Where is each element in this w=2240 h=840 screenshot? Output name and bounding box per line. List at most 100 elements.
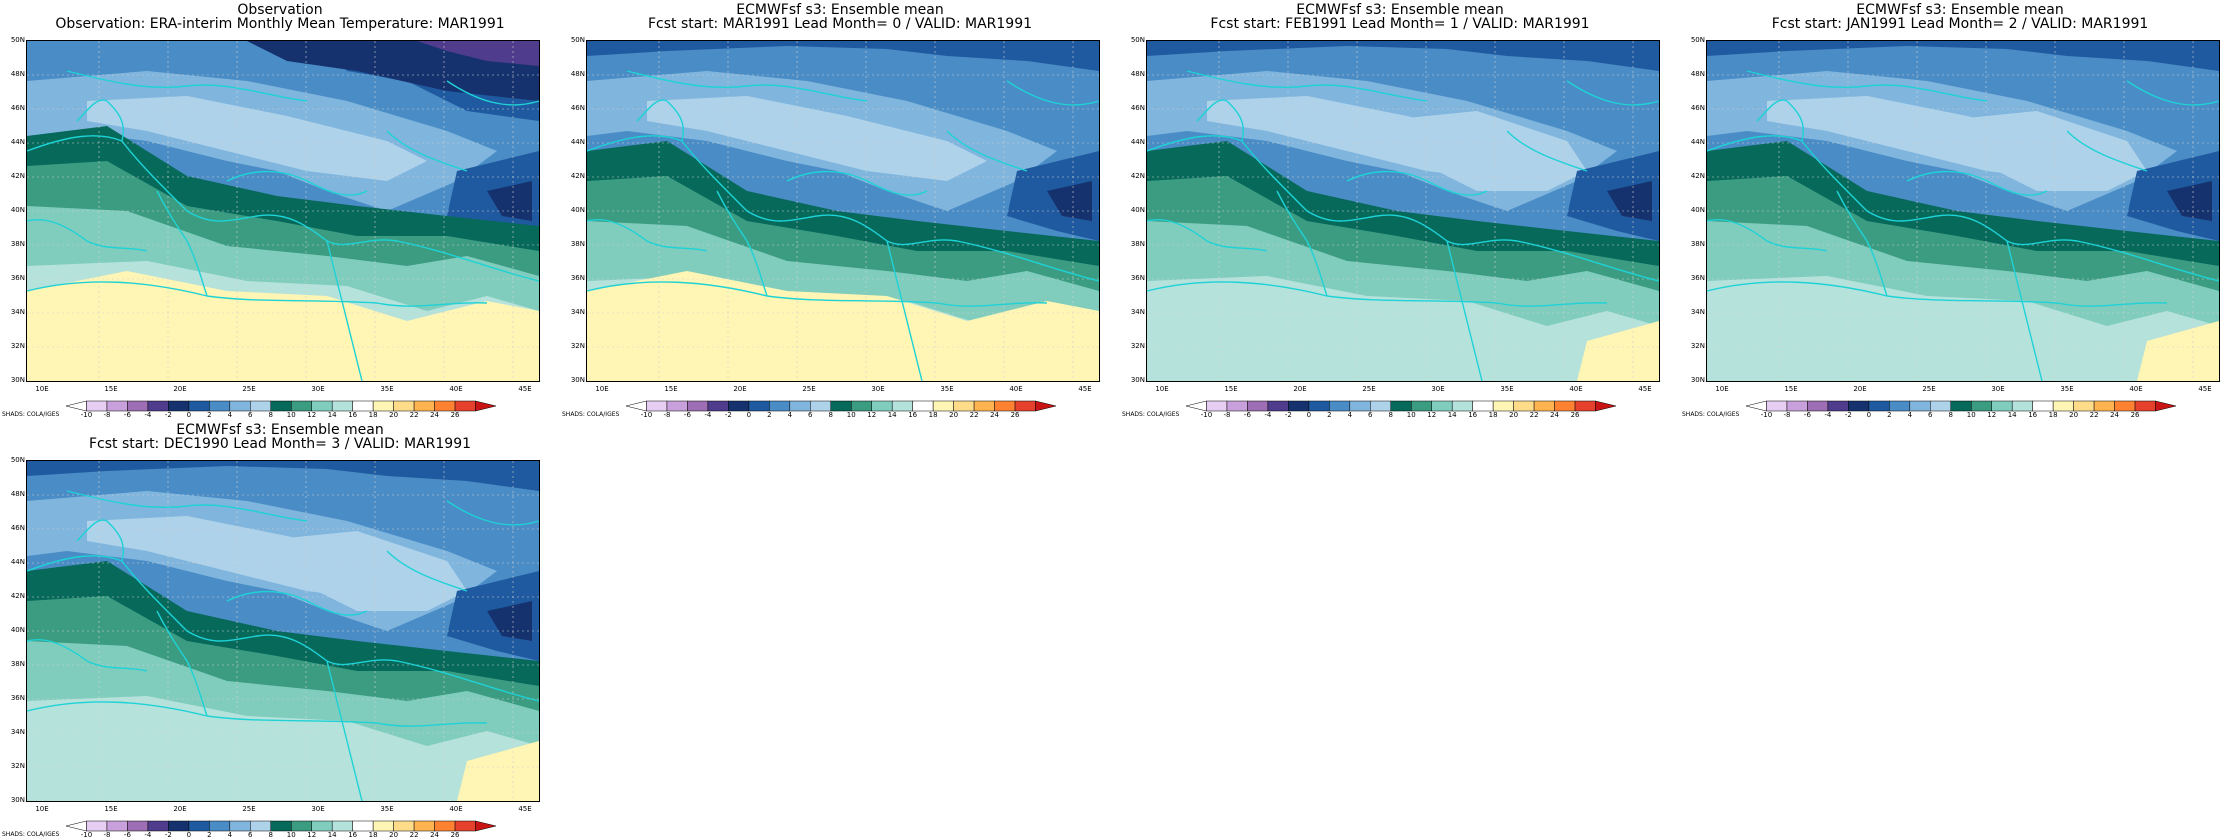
colorbar-swatch [209,820,231,832]
colorbar-swatch [147,820,169,832]
colorbar-label: -6 [683,411,691,419]
colorbar-label: 6 [248,831,253,839]
coastline [2066,130,2148,172]
colorbar-swatch [1746,400,1767,412]
coastline [226,590,368,616]
colorbar-label: 18 [2048,411,2058,419]
latitude-label: 42N [1690,172,1705,180]
colorbar-label: 0 [186,411,192,419]
latitude-label: 44N [1130,138,1145,146]
colorbar-label: 16 [348,831,358,839]
colorbar-swatch [209,400,231,412]
colorbar-swatch [1226,400,1248,412]
coastline [1446,240,1483,381]
colorbar [626,400,1056,412]
coastline [66,70,308,102]
colorbar-label: 16 [1468,411,1478,419]
colorbar-swatch [748,400,770,412]
colorbar-label: 10 [1966,411,1976,419]
colorbar-swatch [311,820,333,832]
colorbar-label: -10 [80,411,93,419]
colorbar-swatch [994,400,1016,412]
colorbar-swatch [1827,400,1849,412]
latitude-label: 46N [570,104,585,112]
longitude-label: 30E [311,385,325,393]
colorbar-label: 20 [1509,411,1519,419]
colorbar-label: 12 [867,411,877,419]
colorbar-label: -10 [640,411,653,419]
colorbar-swatch [352,400,374,412]
latitude-label: 50N [10,36,25,44]
latitude-label: 34N [1690,308,1705,316]
colorbar-label: 22 [969,411,979,419]
colorbar-label: 4 [227,411,233,419]
colorbar-label: 22 [1529,411,1539,419]
colorbar-label: 6 [1928,411,1933,419]
panel-title: ECMWFsf s3: Ensemble mean [1856,2,2064,18]
coastline [76,519,124,562]
colorbar-swatch [1431,400,1453,412]
longitude-label: 45E [518,385,532,393]
latitude-label: 36N [570,274,585,282]
latitude-label: 40N [570,206,585,214]
colorbar-swatch [229,400,251,412]
temperature-map [1146,40,1660,382]
longitude-label: 45E [518,805,532,813]
colorbar-label: 20 [949,411,959,419]
longitude-label: 20E [173,385,187,393]
colorbar-label: 18 [368,411,378,419]
colorbar-swatch [1492,400,1514,412]
coastline [76,99,124,142]
colorbar-swatch [250,400,272,412]
panel-subtitle: Fcst start: MAR1991 Lead Month= 0 / VALI… [647,16,1033,32]
coastline [886,240,923,381]
latitude-label: 38N [1690,240,1705,248]
colorbar-label: -2 [1844,411,1852,419]
colorbar-swatch [66,400,87,412]
colorbar-swatch [475,400,496,412]
colorbar-swatch [1848,400,1870,412]
colorbar-swatch [331,820,353,832]
longitude-label: 10E [595,385,609,393]
colorbar-swatch [2093,400,2115,412]
colorbar-label: 12 [307,831,317,839]
colorbar-label: 8 [268,411,273,419]
temperature-band [1577,321,1659,381]
colorbar-swatch [86,820,108,832]
colorbar-swatch [830,400,852,412]
temperature-band [1707,276,2219,381]
colorbar [66,400,496,412]
colorbar-swatch [850,400,872,412]
temperature-band [257,531,467,611]
colorbar-label: -10 [1200,411,1213,419]
colorbar-label: 26 [1010,411,1020,419]
panel-subtitle: Fcst start: DEC1990 Lead Month= 3 / VALI… [88,436,472,452]
colorbar-swatch [2052,400,2074,412]
colorbar-swatch [1472,400,1494,412]
latitude-label: 38N [10,240,25,248]
colorbar-label: 14 [327,411,337,419]
temperature-band [1607,181,1652,221]
colorbar-swatch [1930,400,1952,412]
longitude-label: 35E [2060,385,2074,393]
temperature-map [26,460,540,802]
latitude-label: 30N [10,376,25,384]
coastline [1836,190,1888,297]
colorbar-label: 2 [1327,411,1332,419]
temperature-map [1706,40,2220,382]
colorbar-label: 20 [2069,411,2079,419]
panel-subtitle: Fcst start: FEB1991 Lead Month= 1 / VALI… [1210,16,1590,32]
latitude-label: 46N [10,524,25,532]
latitude-label: 36N [10,694,25,702]
latitude-label: 34N [1130,308,1145,316]
colorbar-label: 12 [1987,411,1997,419]
colorbar-swatch [168,820,190,832]
coastline [66,490,308,522]
longitude-label: 15E [104,805,118,813]
latitude-label: 42N [1130,172,1145,180]
colorbar-swatch [66,820,87,832]
colorbar-swatch [687,400,709,412]
colorbar-swatch [270,820,292,832]
longitude-label: 15E [664,385,678,393]
colorbar-swatch [2134,400,2156,412]
